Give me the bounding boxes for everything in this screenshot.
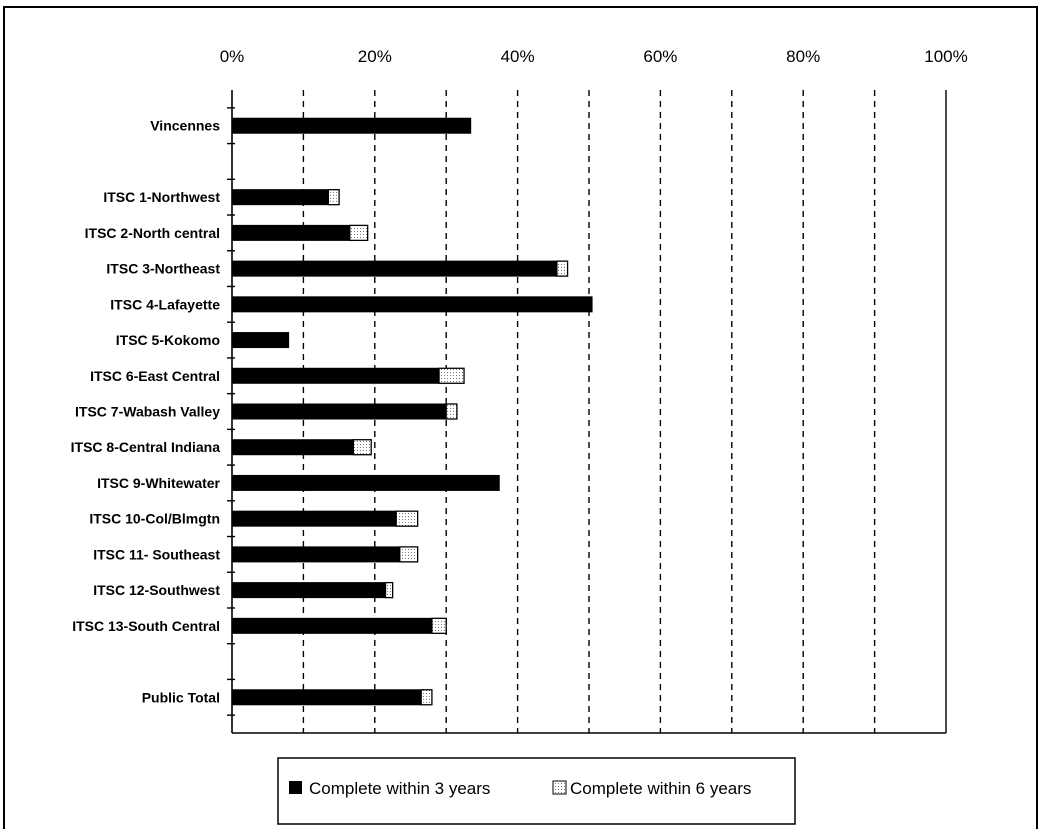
category-label: ITSC 5-Kokomo: [116, 332, 220, 348]
x-tick-label: 80%: [786, 47, 820, 66]
bar-complete-6yr: [445, 403, 458, 420]
category-label: Vincennes: [150, 118, 220, 134]
bar-complete-3yr: [232, 367, 440, 384]
bar-complete-6yr: [556, 260, 569, 277]
bar-complete-6yr: [438, 367, 465, 384]
bar-complete-6yr: [352, 439, 372, 456]
bar-complete-6yr: [349, 224, 369, 242]
x-tick-label: 0%: [220, 47, 245, 66]
x-tick-label: 60%: [643, 47, 677, 66]
category-label: ITSC 10-Col/Blmgtn: [89, 511, 220, 527]
bars: [232, 117, 593, 706]
bar-complete-3yr: [232, 403, 447, 420]
bar-complete-6yr: [395, 510, 419, 527]
legend-box: [277, 757, 796, 825]
category-label: ITSC 7-Wabash Valley: [75, 404, 220, 420]
bar-complete-6yr: [420, 689, 433, 706]
category-label: ITSC 9-Whitewater: [97, 475, 220, 491]
bar-complete-3yr: [232, 332, 290, 349]
bar-complete-3yr: [232, 582, 386, 599]
bar-complete-6yr: [431, 617, 447, 634]
bar-complete-3yr: [232, 189, 329, 206]
category-label: ITSC 13-South Central: [72, 618, 220, 634]
legend-swatch-3yr: [289, 781, 302, 794]
category-label: ITSC 6-East Central: [90, 368, 220, 384]
legend-label-6yr: Complete within 6 years: [570, 779, 751, 798]
bar-complete-3yr: [232, 224, 350, 241]
category-label: ITSC 4-Lafayette: [110, 296, 220, 312]
bar-complete-3yr: [232, 689, 422, 706]
axes: [227, 90, 947, 734]
category-label: ITSC 2-North central: [85, 225, 220, 241]
bar-complete-3yr: [232, 546, 400, 563]
bar-complete-3yr: [232, 474, 500, 491]
category-label: Public Total: [142, 689, 220, 705]
bar-complete-3yr: [232, 510, 397, 527]
x-tick-label: 100%: [924, 47, 967, 66]
legend: Complete within 3 years Complete within …: [277, 757, 796, 825]
legend-swatch-6yr: [552, 780, 567, 795]
bar-complete-6yr: [399, 546, 419, 563]
category-label: ITSC 12-Southwest: [93, 582, 220, 598]
x-tick-label: 40%: [501, 47, 535, 66]
category-label: ITSC 3-Northeast: [106, 261, 220, 277]
bar-complete-3yr: [232, 296, 593, 313]
bar-complete-6yr: [327, 189, 340, 206]
bar-complete-6yr: [384, 581, 394, 599]
category-label: ITSC 1-Northwest: [103, 189, 220, 205]
x-tick-label: 20%: [358, 47, 392, 66]
chart-frame: [3, 6, 1038, 829]
category-label: ITSC 8-Central Indiana: [71, 439, 221, 455]
bar-complete-3yr: [232, 439, 354, 456]
legend-label-3yr: Complete within 3 years: [309, 779, 490, 798]
category-label: ITSC 11- Southeast: [93, 546, 220, 562]
labels: 0% 20% 40% 60% 80% 100% Vincennes ITSC 1-Northw…: [71, 47, 968, 705]
bar-complete-3yr: [232, 617, 432, 634]
bar-complete-3yr: [232, 260, 557, 277]
bar-complete-3yr: [232, 117, 472, 134]
